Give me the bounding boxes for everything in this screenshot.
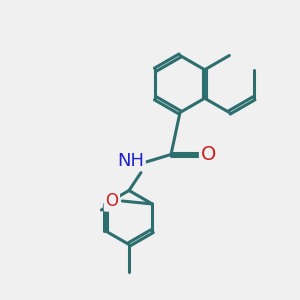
Text: O: O [105, 192, 119, 210]
Text: NH: NH [117, 152, 144, 169]
Text: O: O [201, 145, 216, 164]
